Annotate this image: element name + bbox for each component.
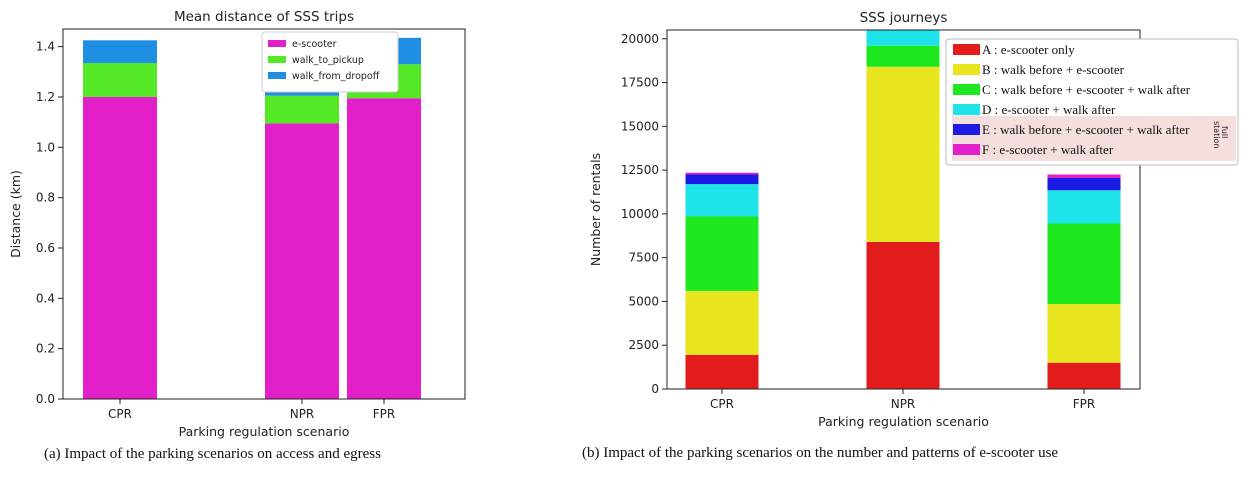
bar-fpr-series-2 <box>1047 304 1121 363</box>
bars <box>685 30 1121 389</box>
bar-fpr-series-1 <box>1047 362 1121 389</box>
legend-label-6: F : e-scooter + walk after <box>982 142 1114 157</box>
legend-label-1: A : e-scooter only <box>982 42 1075 57</box>
legend-label-2: B : walk before + e-scooter <box>982 62 1125 77</box>
legend: e-scooter walk_to_pickup walk_from_dropoff <box>261 31 399 93</box>
legend-label-3: walk_from_dropoff <box>292 71 380 82</box>
bar-cpr-series-1 <box>685 354 759 389</box>
legend-note-line-1: full <box>1220 126 1229 138</box>
x-tick-label-fpr: FPR <box>1073 397 1095 411</box>
bar-fpr-series-3 <box>1047 223 1121 305</box>
legend-swatch-3 <box>953 84 980 95</box>
caption-a: (a) Impact of the parking scenarios on a… <box>44 446 381 462</box>
bar-cpr-series-5 <box>685 174 759 185</box>
bar-cpr-series-2 <box>685 290 759 355</box>
y-tick-label: 0.2 <box>36 342 55 356</box>
legend: A : e-scooter only B : walk before + e-sc… <box>945 38 1239 166</box>
legend-label-3: C : walk before + e-scooter + walk after <box>982 82 1191 97</box>
bar-npr-series-3 <box>866 45 940 67</box>
legend-swatch-2 <box>268 56 286 63</box>
y-tick-label: 5000 <box>628 294 659 308</box>
x-tick-label-cpr: CPR <box>108 407 132 421</box>
y-tick-label: 0 <box>651 382 659 396</box>
legend-highlight <box>952 116 1236 161</box>
bar-cpr-series-6 <box>685 172 759 175</box>
legend-swatch-4 <box>953 104 980 115</box>
y-tick-label: 0.6 <box>36 241 55 255</box>
chart-sss-journeys: 0 2500 5000 7500 10000 12500 15000 17500 20000 CP… <box>588 10 1239 429</box>
bar-npr-series-2 <box>265 95 339 124</box>
y-tick-label: 10000 <box>621 207 659 221</box>
bar-npr-series-1 <box>265 123 339 399</box>
bar-fpr-series-5 <box>1047 177 1121 191</box>
legend-swatch-5 <box>953 124 980 135</box>
bars <box>83 37 421 399</box>
x-axis-label: Parking regulation scenario <box>818 414 989 429</box>
y-tick-label: 7500 <box>628 251 659 265</box>
legend-label-5: E : walk before + e-scooter + walk after <box>982 122 1190 137</box>
y-tick-label: 1.2 <box>36 90 55 104</box>
caption-b: (b) Impact of the parking scenarios on t… <box>582 445 1059 461</box>
y-axis-label: Number of rentals <box>588 153 603 266</box>
bar-fpr-series-6 <box>1047 174 1121 178</box>
bar-npr-series-2 <box>866 66 940 242</box>
x-axis-label: Parking regulation scenario <box>179 424 350 439</box>
bar-cpr-series-3 <box>685 216 759 291</box>
y-tick-label: 0.0 <box>36 392 55 406</box>
y-tick-label: 2500 <box>628 338 659 352</box>
x-tick-label-fpr: FPR <box>373 407 395 421</box>
y-tick-label: 0.8 <box>36 191 55 205</box>
y-axis-label: Distance (km) <box>8 170 23 258</box>
legend-swatch-1 <box>953 44 980 55</box>
legend-swatch-1 <box>268 40 286 47</box>
legend-label-4: D : e-scooter + walk after <box>982 102 1116 117</box>
bar-npr-series-1 <box>866 241 940 389</box>
legend-label-1: e-scooter <box>292 39 337 50</box>
chart-title: SSS journeys <box>860 10 948 26</box>
bar-npr-series-4 <box>866 30 940 46</box>
y-tick-label: 15000 <box>621 119 659 133</box>
legend-box <box>261 31 399 93</box>
y-tick-label: 20000 <box>621 32 659 46</box>
x-tick-label-cpr: CPR <box>710 397 734 411</box>
y-tick-label: 1.4 <box>36 40 55 54</box>
bar-npr-series-3 <box>265 90 339 96</box>
x-tick-label-npr: NPR <box>290 407 315 421</box>
bar-cpr-series-2 <box>83 62 157 97</box>
y-tick-label: 12500 <box>621 163 659 177</box>
y-tick-label: 17500 <box>621 76 659 90</box>
legend-swatch-3 <box>268 72 286 79</box>
chart-title: Mean distance of SSS trips <box>174 9 354 25</box>
bar-cpr-series-3 <box>83 40 157 63</box>
legend-note-line-2: station <box>1212 121 1221 149</box>
y-tick-label: 1.0 <box>36 140 55 154</box>
bar-cpr-series-4 <box>685 184 759 217</box>
bar-fpr-series-4 <box>1047 190 1121 224</box>
legend-swatch-2 <box>953 64 980 75</box>
legend-swatch-6 <box>953 144 980 155</box>
y-tick-label: 0.4 <box>36 291 55 305</box>
x-tick-label-npr: NPR <box>891 397 916 411</box>
chart-mean-distance: 0.0 0.2 0.4 0.6 0.8 1.0 1.2 1.4 CPR NPR FPR Mean di… <box>8 9 466 439</box>
legend-label-2: walk_to_pickup <box>292 55 364 66</box>
bar-fpr-series-1 <box>347 98 421 399</box>
axes-frame <box>62 28 466 400</box>
bar-cpr-series-1 <box>83 96 157 399</box>
